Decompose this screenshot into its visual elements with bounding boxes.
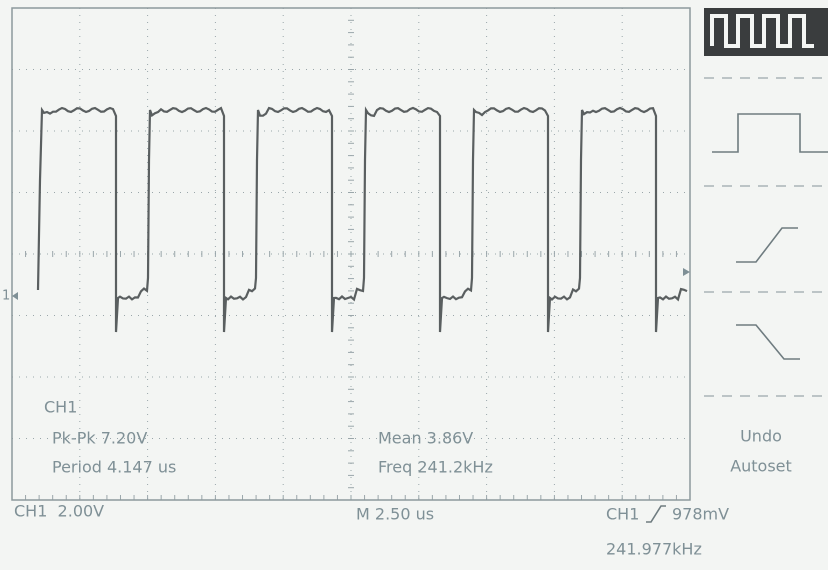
scope-screen: 1 CH1 Pk-Pk 7.20V Period 4.147 us Mean 3… xyxy=(0,0,828,570)
meas-period: Period 4.147 us xyxy=(52,458,176,477)
ground-marker: 1 xyxy=(2,289,10,304)
background xyxy=(0,0,828,570)
meas-mean: Mean 3.86V xyxy=(378,429,473,448)
ch1-scale: CH1 2.00V xyxy=(14,502,104,521)
page: 1 CH1 Pk-Pk 7.20V Period 4.147 us Mean 3… xyxy=(0,0,828,570)
autoset-label[interactable]: Autoset xyxy=(730,457,792,476)
timebase: M 2.50 us xyxy=(356,505,434,524)
trigger-source: CH1 xyxy=(606,505,639,524)
meas-freq: Freq 241.2kHz xyxy=(378,458,493,477)
meas-channel: CH1 xyxy=(44,398,77,417)
undo-label[interactable]: Undo xyxy=(740,427,782,446)
trigger-freq: 241.977kHz xyxy=(606,540,702,559)
meas-pkpk: Pk-Pk 7.20V xyxy=(52,429,147,448)
trigger-level: 978mV xyxy=(672,505,729,524)
